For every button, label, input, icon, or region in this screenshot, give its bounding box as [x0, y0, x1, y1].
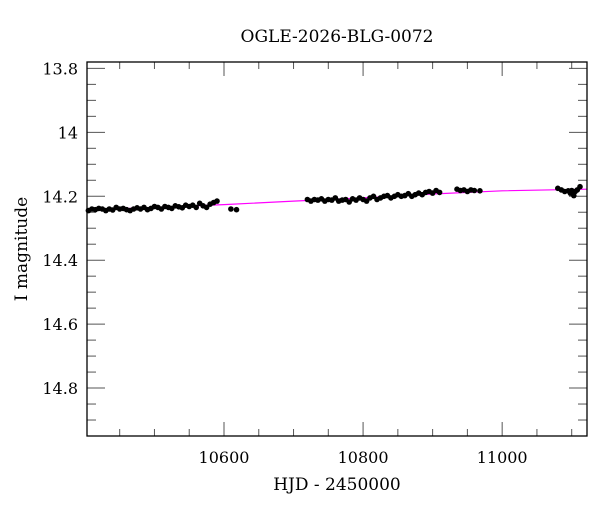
chart-title: OGLE-2026-BLG-0072 — [241, 27, 434, 47]
y-tick-label: 14.8 — [42, 379, 78, 398]
data-point — [193, 204, 199, 211]
x-tick-label: 11000 — [477, 448, 528, 467]
axis-tick-labels: 10600 10800 11000 13.8 14 14.2 14.4 14.6 14.8 — [42, 59, 527, 467]
data-point — [228, 206, 234, 212]
y-tick-label: 14.6 — [42, 315, 78, 334]
x-tick-label: 10600 — [199, 448, 250, 467]
data-point — [233, 206, 240, 213]
y-tick-label: 14 — [58, 123, 78, 142]
y-tick-label: 14.4 — [42, 251, 78, 270]
data-point — [577, 183, 583, 190]
data-point — [436, 189, 443, 196]
y-tick-label: 14.2 — [42, 187, 78, 206]
data-point — [471, 187, 478, 194]
x-tick-label: 10800 — [338, 448, 389, 467]
data-point — [214, 198, 220, 204]
x-axis-label: HJD - 2450000 — [273, 475, 401, 495]
y-tick-label: 13.8 — [42, 59, 78, 78]
y-axis-label: I magnitude — [12, 197, 32, 301]
plot-frame — [86, 61, 588, 437]
data-point — [477, 188, 483, 194]
data-points — [85, 183, 583, 214]
